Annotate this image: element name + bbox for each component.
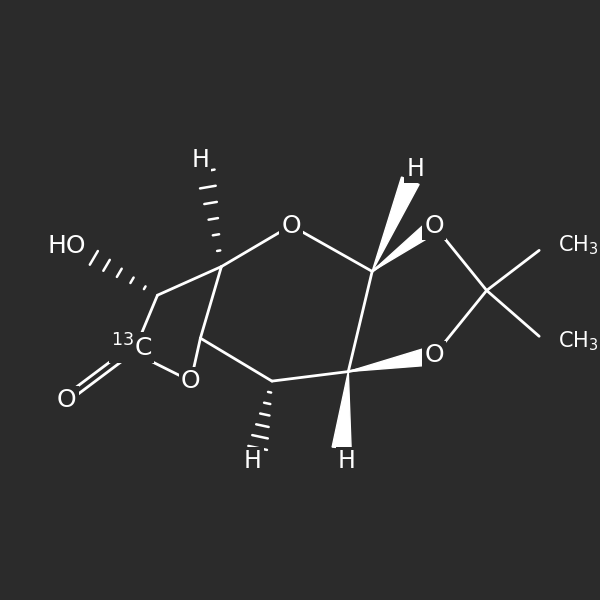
Text: H: H — [244, 449, 262, 473]
Text: O: O — [57, 388, 77, 412]
Text: H: H — [337, 449, 355, 473]
Text: $^{13}$C: $^{13}$C — [111, 334, 152, 361]
Text: O: O — [424, 214, 444, 238]
Text: O: O — [424, 343, 444, 367]
Polygon shape — [372, 177, 419, 271]
Text: O: O — [281, 214, 301, 238]
Text: O: O — [181, 369, 200, 393]
Text: H: H — [191, 148, 209, 172]
Text: CH$_3$: CH$_3$ — [558, 329, 599, 353]
Polygon shape — [349, 346, 436, 371]
Polygon shape — [332, 371, 351, 449]
Text: H: H — [406, 157, 424, 181]
Polygon shape — [372, 220, 439, 271]
Text: HO: HO — [47, 233, 86, 257]
Text: CH$_3$: CH$_3$ — [558, 234, 599, 257]
